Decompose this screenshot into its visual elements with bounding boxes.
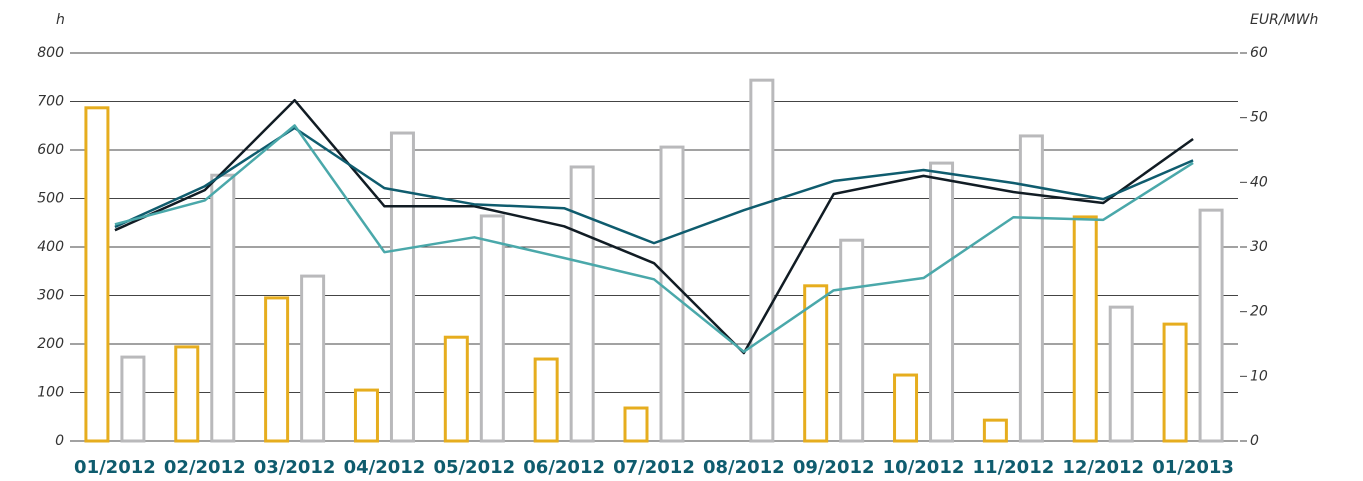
- x-tick-label: 10/2012: [883, 457, 965, 478]
- y-tick-label: 800: [37, 45, 64, 61]
- y2-tick-label: 10: [1250, 368, 1268, 384]
- x-tick-label: 02/2012: [164, 457, 246, 478]
- y-tick-label: 200: [37, 336, 64, 352]
- bar: [353, 388, 379, 443]
- bar: [210, 173, 236, 443]
- bar: [893, 373, 919, 443]
- y-tick-label: 100: [37, 385, 64, 401]
- y-tick-label: 600: [37, 142, 64, 158]
- y2-tick-label: 20: [1250, 304, 1268, 320]
- bar: [120, 355, 146, 443]
- y-tick-label: 400: [37, 239, 64, 255]
- bar: [749, 78, 775, 443]
- bar: [533, 357, 559, 443]
- x-tick-label: 09/2012: [793, 457, 875, 478]
- bar: [839, 238, 865, 443]
- line: [114, 124, 1194, 354]
- y-axis-label: h: [56, 12, 65, 28]
- x-tick-label: 03/2012: [254, 457, 336, 478]
- x-tick-label: 06/2012: [523, 457, 605, 478]
- x-tick-label: 01/2012: [74, 457, 156, 478]
- x-tick-label: 07/2012: [613, 457, 695, 478]
- bar: [1018, 134, 1044, 443]
- y-tick-label: 300: [37, 288, 64, 304]
- x-tick-label: 01/2013: [1152, 457, 1234, 478]
- bar: [623, 406, 649, 443]
- bar: [389, 131, 415, 443]
- x-tick-label: 11/2012: [973, 457, 1055, 478]
- bar: [300, 274, 326, 443]
- bar: [264, 296, 290, 443]
- y-tick-label: 0: [55, 433, 64, 449]
- bar: [1162, 322, 1188, 443]
- y2-tick-label: 0: [1250, 433, 1259, 449]
- bar: [982, 418, 1008, 443]
- y2-tick-label: 50: [1250, 110, 1268, 126]
- x-tick-label: 05/2012: [433, 457, 515, 478]
- x-tick-label: 08/2012: [703, 457, 785, 478]
- y2-axis-label: EUR/MWh: [1250, 12, 1318, 28]
- y2-tick-label: 30: [1250, 239, 1268, 255]
- bar: [1198, 208, 1224, 443]
- y-tick-label: 700: [37, 94, 64, 110]
- bar: [1108, 305, 1134, 443]
- y2-tick-label: 40: [1250, 174, 1268, 190]
- y2-tick-label: 60: [1250, 45, 1268, 61]
- x-tick-label: 04/2012: [344, 457, 426, 478]
- bar: [929, 161, 955, 443]
- bar: [803, 284, 829, 443]
- line: [114, 98, 1194, 355]
- line: [114, 126, 1194, 245]
- bar: [84, 106, 110, 443]
- bar: [479, 214, 505, 443]
- bar: [443, 335, 469, 443]
- bar: [1072, 215, 1098, 443]
- bar: [569, 165, 595, 443]
- y-tick-label: 500: [37, 191, 64, 207]
- bar: [174, 345, 200, 443]
- x-tick-label: 12/2012: [1062, 457, 1144, 478]
